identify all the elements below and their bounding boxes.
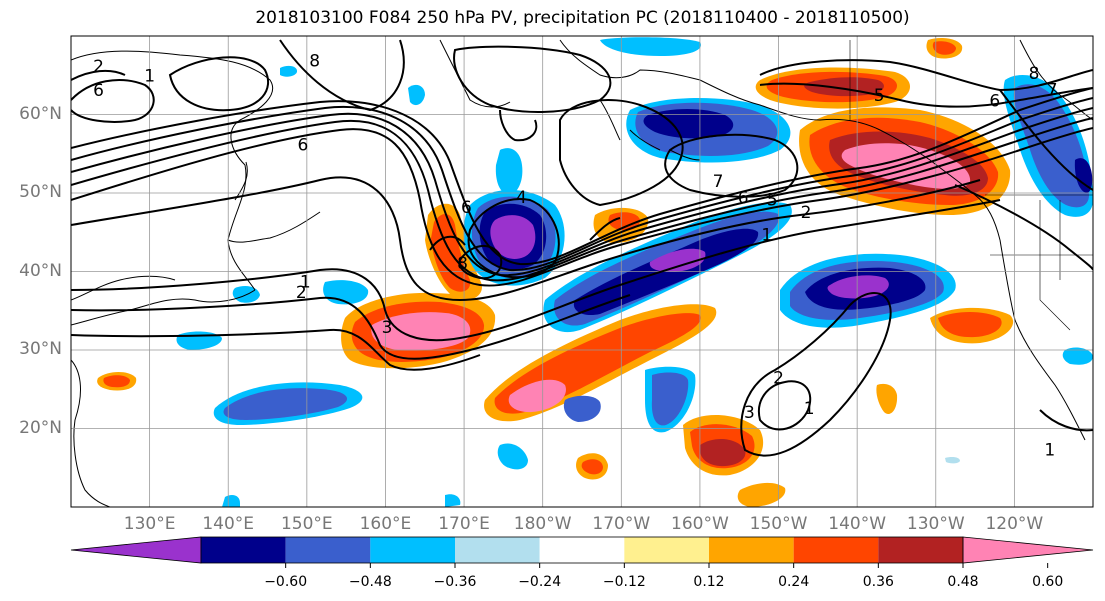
lat-tick-label: 20°N (19, 417, 62, 438)
colorbar-segment (709, 537, 794, 563)
colorbar-tick-label: −0.36 (433, 574, 477, 590)
lon-tick-label: 140°W (828, 514, 887, 534)
contour-label: 8 (1029, 64, 1040, 84)
lat-tick-label: 40°N (19, 260, 62, 281)
colorbar-segment (201, 537, 286, 563)
contour-label: 8 (457, 254, 468, 274)
lon-tick-label: 170°E (438, 514, 490, 534)
lon-tick-label: 160°E (359, 514, 412, 534)
colorbar-segment (878, 537, 963, 563)
lon-tick-label: 160°W (671, 514, 729, 534)
contour-label: 1 (1044, 441, 1055, 461)
plot-title: 2018103100 F084 250 hPa PV, precipitatio… (255, 8, 910, 28)
colorbar-tick-label: 0.12 (693, 574, 725, 590)
colorbar-extend-high (962, 536, 1094, 564)
colorbar-extend-low (70, 536, 202, 564)
lon-tick-label: 170°W (592, 514, 651, 534)
contour-label: 6 (93, 81, 104, 101)
colorbar-tick-label: 0.24 (778, 574, 810, 590)
coastlines (71, 39, 1093, 507)
contour-label: 6 (298, 135, 309, 155)
contour-label: 2 (296, 283, 307, 303)
lon-tick-label: 180°W (513, 514, 572, 534)
pv-contour-labels: 261861268437652158762311 (93, 51, 1058, 461)
lat-tick-label: 30°N (19, 339, 62, 359)
colorbar-tick-label: 0.60 (1032, 574, 1064, 590)
colorbar-tick-label: −0.12 (602, 574, 646, 590)
lon-tick-label: 150°W (749, 514, 808, 534)
contour-label: 7 (713, 172, 724, 192)
colorbar-segment (793, 537, 879, 563)
contour-label: 5 (874, 86, 885, 106)
contour-label: 8 (309, 51, 320, 71)
contour-label: 1 (144, 66, 155, 86)
contour-label: 3 (382, 318, 393, 338)
lon-tick-label: 150°E (280, 514, 333, 534)
contour-label: 2 (93, 57, 104, 77)
lat-tick-label: 50°N (19, 182, 62, 202)
contour-label: 6 (461, 198, 472, 218)
contour-label: 6 (738, 189, 749, 209)
contour-label: 1 (804, 399, 815, 419)
contour-label: 1 (761, 226, 772, 246)
lon-tick-label: 130°E (123, 514, 176, 534)
colorbar-segment (285, 537, 371, 563)
contour-label: 6 (989, 91, 1000, 111)
colorbar-tick-label: −0.24 (518, 574, 562, 590)
colorbar-tick-label: 0.36 (862, 574, 894, 590)
map-frame (70, 35, 1094, 508)
colorbar-tick-label: −0.48 (348, 574, 392, 590)
contour-label: 5 (767, 190, 778, 210)
colorbar-frame (200, 536, 964, 564)
contour-label: 2 (801, 203, 812, 223)
colorbar-segment (539, 537, 625, 563)
colorbar-tick-label: 0.48 (947, 574, 979, 590)
contour-label: 7 (1047, 80, 1058, 100)
colorbar-tick-label: −0.60 (264, 574, 308, 590)
colorbar-segment (624, 537, 709, 563)
colorbar-segment (370, 537, 455, 563)
lon-tick-label: 140°E (202, 514, 255, 534)
state-borders (849, 40, 1093, 331)
contour-label: 4 (516, 188, 527, 208)
lon-tick-label: 120°W (985, 514, 1044, 534)
pv-contours (71, 39, 1093, 457)
contour-label: 3 (744, 403, 755, 423)
contour-label: 2 (773, 368, 784, 388)
lat-tick-label: 60°N (19, 103, 62, 124)
lon-tick-label: 130°W (906, 514, 965, 534)
contour-label: 1 (300, 273, 311, 293)
colorbar-segment (455, 537, 540, 563)
